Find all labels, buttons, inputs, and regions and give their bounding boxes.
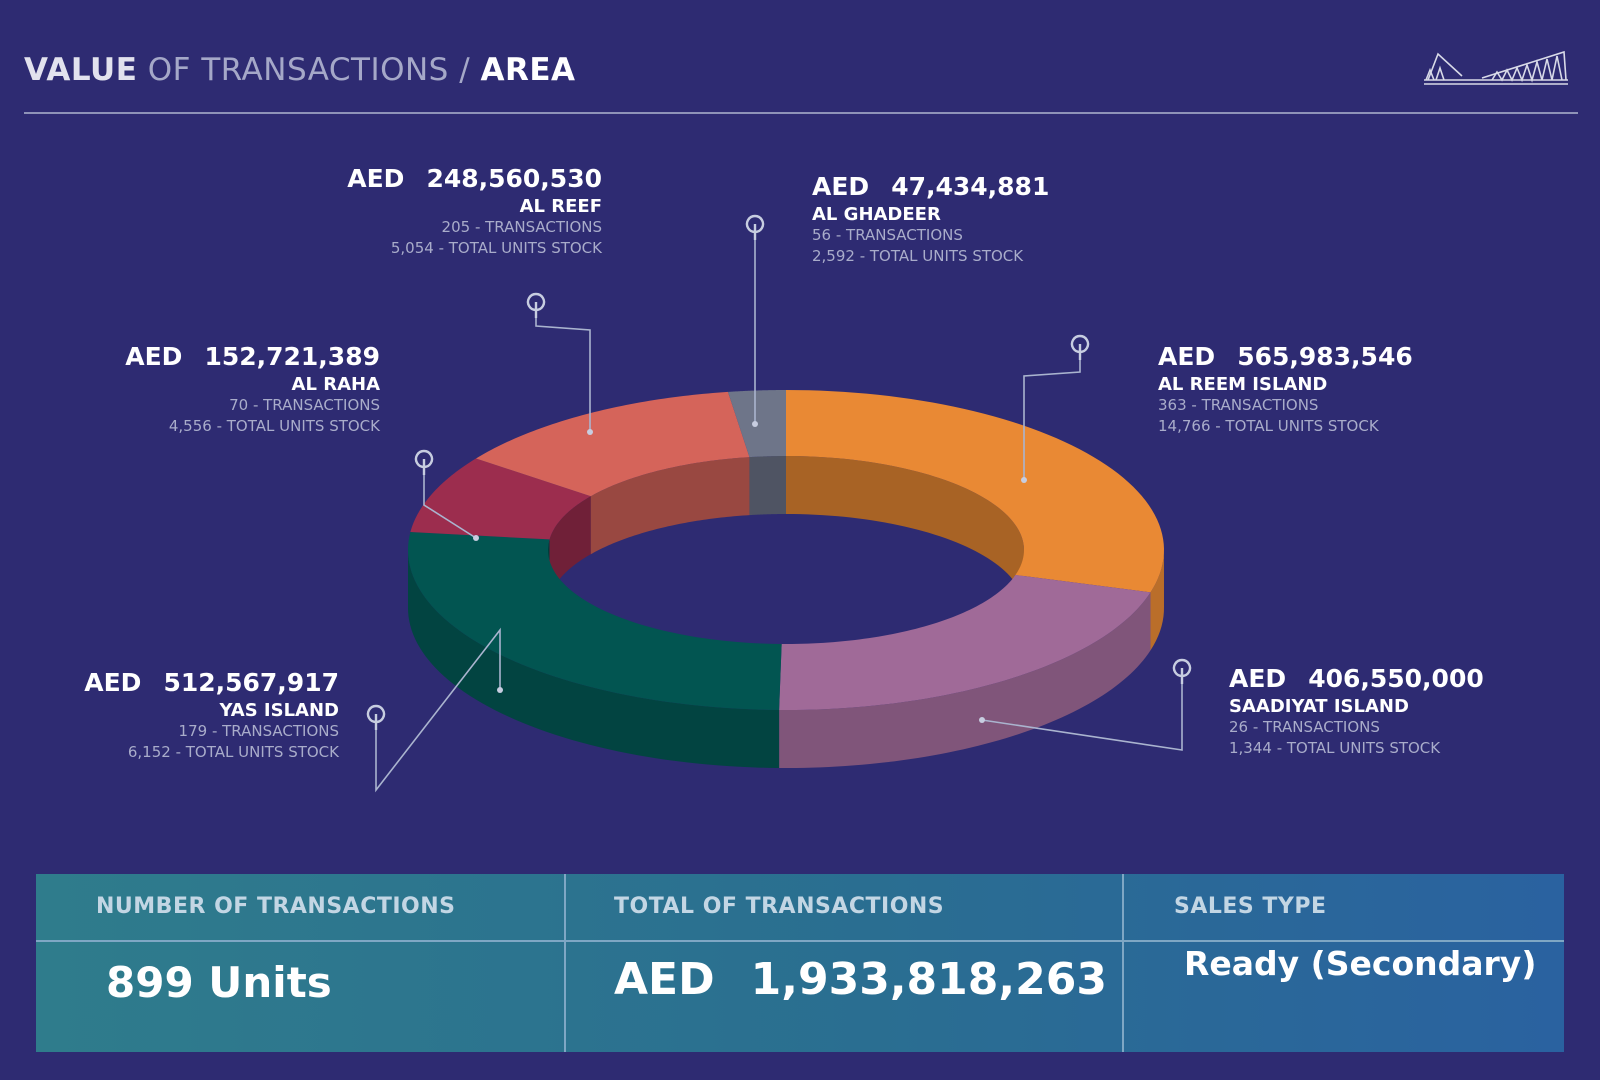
currency-label: AED [125,342,183,371]
slice-outer-wall [408,549,780,768]
slice-value: AED 512,567,917 [84,668,339,697]
title-part-value: VALUE [24,52,138,88]
header: VALUE OF TRANSACTIONS / AREA [24,48,1578,114]
currency-label: AED [347,164,405,193]
bridge-logo-icon [1424,50,1568,85]
area-name: AL GHADEER [812,204,941,225]
slice-saadiyat-island [779,574,1151,710]
units-stock: 4,556 - TOTAL UNITS STOCK [168,417,380,435]
transactions-count: 205 - TRANSACTIONS [441,218,602,236]
map-pin-icon [1172,658,1192,684]
currency-label: AED [812,172,870,201]
slice-outer-wall [1150,548,1164,651]
value-amount: 152,721,389 [204,342,380,371]
transactions-count: 70 - TRANSACTIONS [229,396,380,414]
units-stock: 1,344 - TOTAL UNITS STOCK [1229,739,1441,757]
header-total-of-transactions: TOTAL OF TRANSACTIONS [614,894,945,919]
header-number-of-transactions: NUMBER OF TRANSACTIONS [96,894,456,919]
title-part-transactions: OF TRANSACTIONS / [137,52,481,88]
leader-dot [752,421,758,427]
leader-line [981,684,1183,751]
slice-value: AED 152,721,389 [125,342,380,371]
title-part-area: AREA [480,52,576,88]
currency-label: AED [1158,342,1216,371]
leader-dot [497,687,503,693]
value-sales-type: Ready (Secondary) [1184,944,1537,983]
leader-dot [979,717,985,723]
currency-label: AED [1229,664,1287,693]
slice-inner-wall [786,456,1024,608]
units-stock: 5,054 - TOTAL UNITS STOCK [390,239,602,257]
units-stock: 6,152 - TOTAL UNITS STOCK [127,743,339,761]
map-pin-icon [366,704,386,730]
label-al-reef: AED 248,560,530 AL REEF 205 - TRANSACTIONS 5… [347,164,602,259]
value-number-of-transactions: 899 Units [106,958,332,1007]
slice-al-reem-island [786,390,1164,593]
slice-al-reef [475,391,750,497]
column-divider [1122,874,1124,1052]
leader-dot [587,429,593,435]
slice-value: AED 406,550,000 [1229,664,1484,693]
area-name: AL REEM ISLAND [1158,374,1328,395]
value-amount: 565,983,546 [1237,342,1413,371]
units-stock: 2,592 - TOTAL UNITS STOCK [812,247,1024,265]
label-al-ghadeer: AED 47,434,881 AL GHADEER 56 - TRANSACTIONS… [812,172,1049,267]
map-pin-icon [526,292,546,318]
label-yas-island: AED 512,567,917 YAS ISLAND 179 - TRANSACTIO… [84,668,339,763]
value-amount: 512,567,917 [163,668,339,697]
map-pin-icon [745,214,765,240]
label-al-raha: AED 152,721,389 AL RAHA 70 - TRANSACTIONS 4,… [125,342,380,437]
slice-outer-wall [779,592,1151,768]
slice-tops [408,390,1164,710]
leader-dot [1021,477,1027,483]
slice-al-raha [410,458,591,540]
slice-inner-wall [549,496,591,598]
value-total-of-transactions: AED 1,933,818,263 [614,954,1107,1005]
map-pin-icon [1070,334,1090,360]
currency-label: AED [84,668,142,697]
label-al-reem-island: AED 565,983,546 AL REEM ISLAND 363 - TRANSA… [1158,342,1413,437]
leader-line [375,627,501,793]
value-amount: 47,434,881 [891,172,1050,201]
total-currency: AED [614,954,715,1005]
summary-header-row [36,874,1564,942]
slice-yas-island [408,531,782,710]
summary-table: NUMBER OF TRANSACTIONS TOTAL OF TRANSACT… [36,874,1564,1052]
units-stock: 14,766 - TOTAL UNITS STOCK [1158,417,1379,435]
map-pin-icon [414,449,434,475]
area-name: AL RAHA [291,374,380,395]
area-name: YAS ISLAND [219,700,339,721]
transactions-count: 56 - TRANSACTIONS [812,226,963,244]
transactions-count: 363 - TRANSACTIONS [1158,396,1319,414]
page-title: VALUE OF TRANSACTIONS / AREA [24,52,576,88]
leader-lines [366,214,1192,793]
value-amount: 406,550,000 [1308,664,1484,693]
slice-value: AED 47,434,881 [812,172,1049,201]
slice-inner-wall [749,456,786,516]
donut-chart [366,214,1192,793]
label-saadiyat-island: AED 406,550,000 SAADIYAT ISLAND 26 - TRANSA… [1229,664,1484,759]
leader-line [535,318,591,432]
leader-line [423,475,477,539]
transactions-count: 179 - TRANSACTIONS [178,722,339,740]
leader-line [1023,360,1081,480]
slice-inner-wall [590,457,750,555]
slice-value: AED 565,983,546 [1158,342,1413,371]
slice-depths [408,456,1164,768]
slice-value: AED 248,560,530 [347,164,602,193]
column-divider [564,874,566,1052]
area-name: SAADIYAT ISLAND [1229,696,1409,717]
total-amount: 1,933,818,263 [750,954,1107,1005]
value-amount: 248,560,530 [426,164,602,193]
area-name: AL REEF [519,196,602,217]
transactions-count: 26 - TRANSACTIONS [1229,718,1380,736]
header-sales-type: SALES TYPE [1174,894,1327,919]
leader-dot [473,535,479,541]
